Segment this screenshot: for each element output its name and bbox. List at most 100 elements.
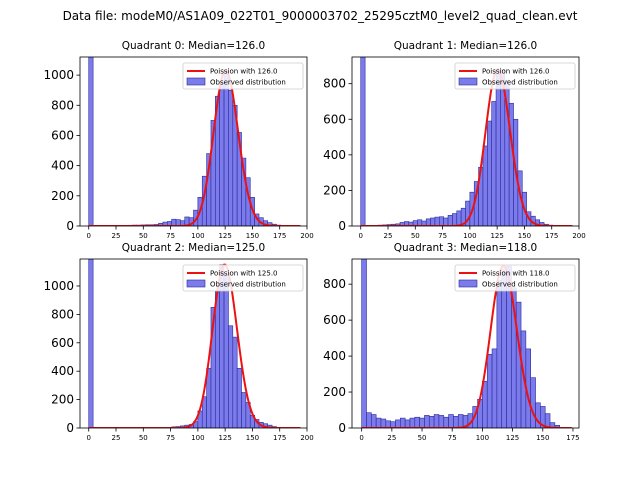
histogram-bar bbox=[409, 417, 416, 428]
legend: Poission with 125.0 Observed distribution bbox=[182, 264, 304, 292]
histogram-bar bbox=[228, 325, 234, 428]
histogram-bar bbox=[361, 259, 367, 428]
x-tick-label: 150 bbox=[246, 232, 259, 240]
x-tick-label: 25 bbox=[384, 232, 393, 240]
histogram-bar bbox=[241, 392, 247, 428]
histogram-bar bbox=[385, 420, 391, 428]
poisson-curve bbox=[88, 263, 301, 428]
histogram-bar bbox=[428, 416, 435, 428]
legend-bar-swatch bbox=[186, 279, 206, 288]
histogram-bar bbox=[433, 414, 440, 428]
x-tick-label: 50 bbox=[139, 232, 148, 240]
x-tick-label: 50 bbox=[139, 434, 148, 442]
legend-bar-label: Observed distribution bbox=[210, 79, 286, 87]
axes-frame bbox=[351, 258, 580, 429]
x-tick-label: 25 bbox=[387, 434, 396, 442]
histogram-bar bbox=[171, 218, 177, 226]
legend-line-label: Poission with 125.0 bbox=[210, 270, 278, 278]
y-tick-label: 600 bbox=[51, 336, 74, 350]
x-tick-label: 75 bbox=[438, 232, 447, 240]
histogram-bar bbox=[430, 217, 436, 226]
histogram-bar bbox=[438, 415, 445, 428]
legend-box bbox=[182, 62, 304, 90]
y-tick-label: 0 bbox=[66, 219, 74, 233]
histogram-bar bbox=[419, 417, 425, 428]
y-tick-label: 200 bbox=[323, 183, 346, 197]
legend-line-label: Poission with 126.0 bbox=[210, 68, 278, 76]
histogram-bar bbox=[232, 336, 238, 428]
x-tick-label: 0 bbox=[86, 232, 90, 240]
legend-line-label: Poission with 118.0 bbox=[482, 270, 550, 278]
legend-box bbox=[454, 264, 576, 292]
legend-bar-label: Observed distribution bbox=[210, 281, 286, 289]
panel-title: Quadrant 1: Median=126.0 bbox=[394, 40, 537, 52]
x-axis: 0 25 50 75 100 125 150 175 200 bbox=[86, 226, 314, 240]
x-tick-label: 25 bbox=[112, 232, 121, 240]
histogram-bar bbox=[501, 269, 507, 428]
x-tick-label: 100 bbox=[476, 434, 489, 442]
legend-bar-label: Observed distribution bbox=[482, 79, 558, 87]
y-tick-label: 800 bbox=[51, 98, 74, 112]
y-axis: 0 200 400 600 800 bbox=[323, 77, 352, 233]
histogram-bar bbox=[399, 417, 406, 428]
figure-title: Data file: modeM0/AS1A09_022T01_90000037… bbox=[63, 9, 578, 23]
y-tick-label: 0 bbox=[338, 421, 346, 435]
panels-group: Quadrant 0: Median=126.0 0 25 50 75 100 125 150… bbox=[43, 40, 585, 442]
y-tick-label: 1000 bbox=[43, 279, 74, 293]
y-tick-label: 800 bbox=[323, 77, 346, 91]
x-tick-label: 125 bbox=[218, 434, 231, 442]
x-axis: 0 25 50 75 100 125 150 175 bbox=[359, 428, 580, 442]
x-tick-label: 0 bbox=[86, 434, 90, 442]
legend-bar-swatch bbox=[458, 77, 478, 86]
histogram-bar bbox=[452, 213, 458, 226]
legend-box bbox=[182, 264, 304, 292]
y-tick-label: 400 bbox=[323, 349, 346, 363]
legend-box bbox=[454, 62, 576, 90]
histogram-bar bbox=[223, 274, 229, 428]
x-tick-label: 125 bbox=[218, 232, 231, 240]
legend: Poission with 126.0 Observed distribution bbox=[454, 62, 576, 90]
legend: Poission with 118.0 Observed distribution bbox=[454, 264, 576, 292]
y-tick-label: 0 bbox=[66, 421, 74, 435]
x-tick-label: 175 bbox=[273, 232, 286, 240]
histogram-bar bbox=[456, 210, 462, 226]
poisson-curve bbox=[360, 68, 573, 226]
histogram-bar bbox=[443, 217, 449, 226]
x-tick-label: 75 bbox=[448, 434, 457, 442]
histogram-bar bbox=[223, 70, 229, 226]
panel-title: Quadrant 3: Median=118.0 bbox=[394, 242, 537, 254]
y-tick-label: 400 bbox=[51, 159, 74, 173]
x-tick-label: 175 bbox=[566, 434, 579, 442]
y-axis: 0 200 400 600 800 1000 bbox=[43, 68, 80, 233]
x-tick-label: 200 bbox=[572, 232, 585, 240]
y-tick-label: 600 bbox=[323, 112, 346, 126]
histogram-bar bbox=[486, 353, 493, 428]
x-tick-label: 150 bbox=[246, 434, 259, 442]
histogram-bar bbox=[447, 215, 453, 226]
x-axis: 0 25 50 75 100 125 150 175 200 bbox=[86, 428, 314, 442]
x-tick-label: 150 bbox=[518, 232, 531, 240]
poisson-curve bbox=[88, 69, 301, 226]
histogram-bars bbox=[88, 57, 286, 226]
histogram-bar bbox=[366, 412, 372, 428]
panel-1: Quadrant 1: Median=126.0 0 25 50 75 100 125 150… bbox=[323, 40, 586, 240]
histogram-bar bbox=[228, 89, 234, 226]
histogram-bar bbox=[482, 380, 488, 428]
histogram-bar bbox=[375, 417, 382, 428]
axes-frame bbox=[79, 258, 308, 429]
y-tick-label: 200 bbox=[51, 189, 74, 203]
x-tick-label: 125 bbox=[506, 434, 519, 442]
histogram-bar bbox=[434, 216, 440, 226]
y-tick-label: 400 bbox=[323, 148, 346, 162]
y-tick-label: 0 bbox=[338, 219, 346, 233]
x-tick-label: 50 bbox=[418, 434, 427, 442]
histogram-bar bbox=[530, 377, 536, 428]
legend-bar-label: Observed distribution bbox=[482, 281, 558, 289]
histogram-bar bbox=[487, 120, 492, 226]
x-tick-label: 25 bbox=[112, 434, 121, 442]
histogram-bar bbox=[88, 57, 94, 226]
y-tick-label: 1000 bbox=[43, 68, 74, 82]
histogram-bar bbox=[414, 416, 420, 428]
histogram-bar bbox=[360, 57, 366, 226]
